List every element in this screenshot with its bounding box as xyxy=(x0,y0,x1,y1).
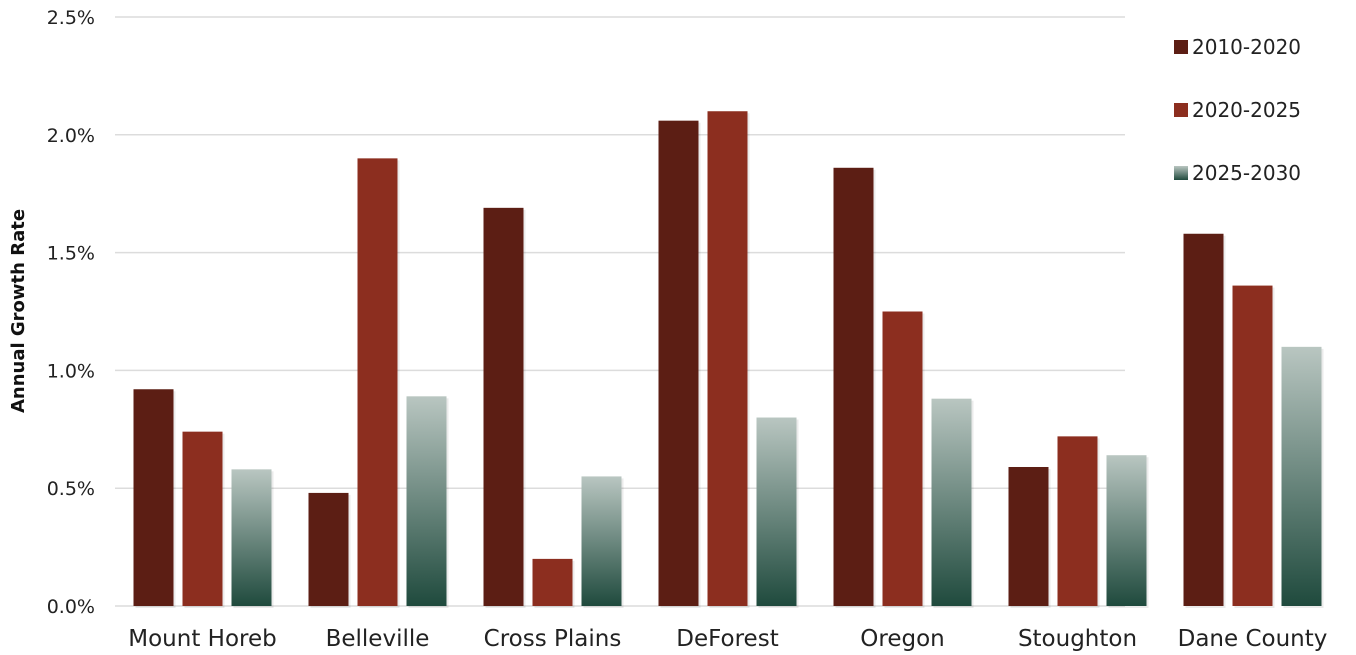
bar-2020-2025-stoughton xyxy=(1057,436,1098,606)
category-labels: Mount Horeb Belleville Cross Plains DeFores… xyxy=(128,626,1327,652)
legend-label: 2025-2030 xyxy=(1192,161,1301,185)
y-tick-label: 2.0% xyxy=(47,125,95,147)
bar-2010-2020-cross-plains xyxy=(483,207,524,606)
bar-2020-2025-dane-county xyxy=(1232,285,1273,606)
category-label: Oregon xyxy=(860,626,944,652)
y-tick-label: 2.5% xyxy=(47,7,95,29)
y-tick-labels: 0.0% 0.5% 1.0% 1.5% 2.0% 2.5% xyxy=(47,7,95,618)
y-axis-title: Annual Growth Rate xyxy=(8,209,29,413)
bar-2010-2020-belleville xyxy=(308,492,349,606)
bar-2010-2020-stoughton xyxy=(1008,466,1049,606)
y-tick-label: 1.0% xyxy=(47,360,95,382)
bar-2025-2030-stoughton xyxy=(1106,455,1147,606)
bar-2020-2025-deforest xyxy=(707,111,748,607)
bar-2020-2025-belleville xyxy=(357,158,398,607)
legend-swatch xyxy=(1174,166,1188,180)
y-tick-label: 0.0% xyxy=(47,596,95,618)
bar-2020-2025-cross-plains xyxy=(532,558,573,606)
legend-swatch xyxy=(1174,40,1188,54)
bar-2025-2030-deforest xyxy=(756,417,797,606)
bar-2010-2020-mount-horeb xyxy=(133,389,174,606)
category-label: Belleville xyxy=(326,626,430,652)
bar-2025-2030-oregon xyxy=(931,398,972,606)
bar-2010-2020-dane-county xyxy=(1183,233,1224,606)
legend: 2010-2020 2020-2025 2025-2030 xyxy=(1174,35,1301,185)
bars xyxy=(133,111,1324,609)
legend-swatch xyxy=(1174,103,1188,117)
legend-label: 2020-2025 xyxy=(1192,98,1301,122)
category-label: Cross Plains xyxy=(484,626,622,652)
bar-2020-2025-oregon xyxy=(882,311,923,606)
y-tick-label: 0.5% xyxy=(47,478,95,500)
bar-2025-2030-dane-county xyxy=(1281,346,1322,606)
y-tick-label: 1.5% xyxy=(47,243,95,265)
category-label: Stoughton xyxy=(1018,626,1137,652)
category-label: Dane County xyxy=(1178,626,1328,652)
category-label: Mount Horeb xyxy=(128,626,276,652)
bar-2020-2025-mount-horeb xyxy=(182,431,223,606)
bar-2025-2030-belleville xyxy=(406,396,447,606)
bar-2010-2020-oregon xyxy=(833,167,874,606)
legend-label: 2010-2020 xyxy=(1192,35,1301,59)
bar-2025-2030-cross-plains xyxy=(581,476,622,606)
category-label: DeForest xyxy=(676,626,778,652)
bar-2010-2020-deforest xyxy=(658,120,699,606)
bar-2025-2030-mount-horeb xyxy=(231,469,272,606)
